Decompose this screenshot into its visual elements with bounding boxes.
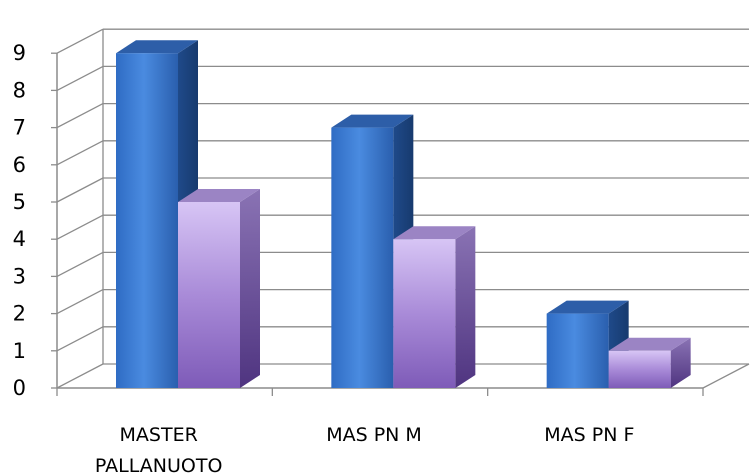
y-tick-label: 5 <box>13 190 26 214</box>
grid-diagonal <box>56 363 104 389</box>
grid-diagonal <box>56 103 104 129</box>
bar-top <box>546 300 629 314</box>
y-tick-label: 0 <box>13 376 26 400</box>
bar-front <box>178 202 240 388</box>
y-tick-label: 8 <box>13 78 26 102</box>
bar-front <box>608 350 671 388</box>
y-tick-label: 4 <box>13 227 26 251</box>
bar-front <box>331 127 394 388</box>
bar-front <box>546 313 609 388</box>
grid-diagonal <box>56 251 104 277</box>
bar-side <box>670 337 691 388</box>
bar-top <box>393 226 476 240</box>
y-tick-label: 7 <box>13 116 26 140</box>
y-tick-label: 9 <box>13 41 26 65</box>
x-category-label: MASTER <box>120 424 198 446</box>
bar-front <box>393 239 456 388</box>
x-category-label: MAS PN M <box>326 424 422 446</box>
grid-diagonal <box>56 65 104 91</box>
bar-top <box>331 114 414 128</box>
x-category-label: MAS PN F <box>544 424 634 446</box>
bar-side <box>240 189 260 388</box>
grid-diagonal <box>56 177 104 203</box>
bar-top <box>178 189 260 202</box>
axis-labels: 0 1 2 3 4 5 6 7 8 9 MASTER PALLANUOTO MAS PN M MAS PN… <box>13 41 635 474</box>
bar <box>393 226 476 388</box>
floor-edge <box>702 363 750 389</box>
bar-top <box>608 337 691 351</box>
grid-diagonal <box>56 28 104 54</box>
y-tick-label: 3 <box>13 264 26 288</box>
bar-front <box>116 53 178 388</box>
grid-diagonal <box>56 326 104 352</box>
bar-side <box>455 226 476 388</box>
grid-diagonal <box>56 214 104 240</box>
grid-diagonal <box>56 140 104 166</box>
y-tick-label: 1 <box>13 339 26 363</box>
bar <box>178 189 260 388</box>
bars <box>116 40 691 388</box>
bar <box>608 337 691 388</box>
x-category-label: PALLANUOTO <box>95 455 222 474</box>
y-tick-label: 2 <box>13 302 26 326</box>
grid-diagonal <box>56 289 104 315</box>
bar-top <box>116 40 198 54</box>
y-tick-label: 6 <box>13 153 26 177</box>
